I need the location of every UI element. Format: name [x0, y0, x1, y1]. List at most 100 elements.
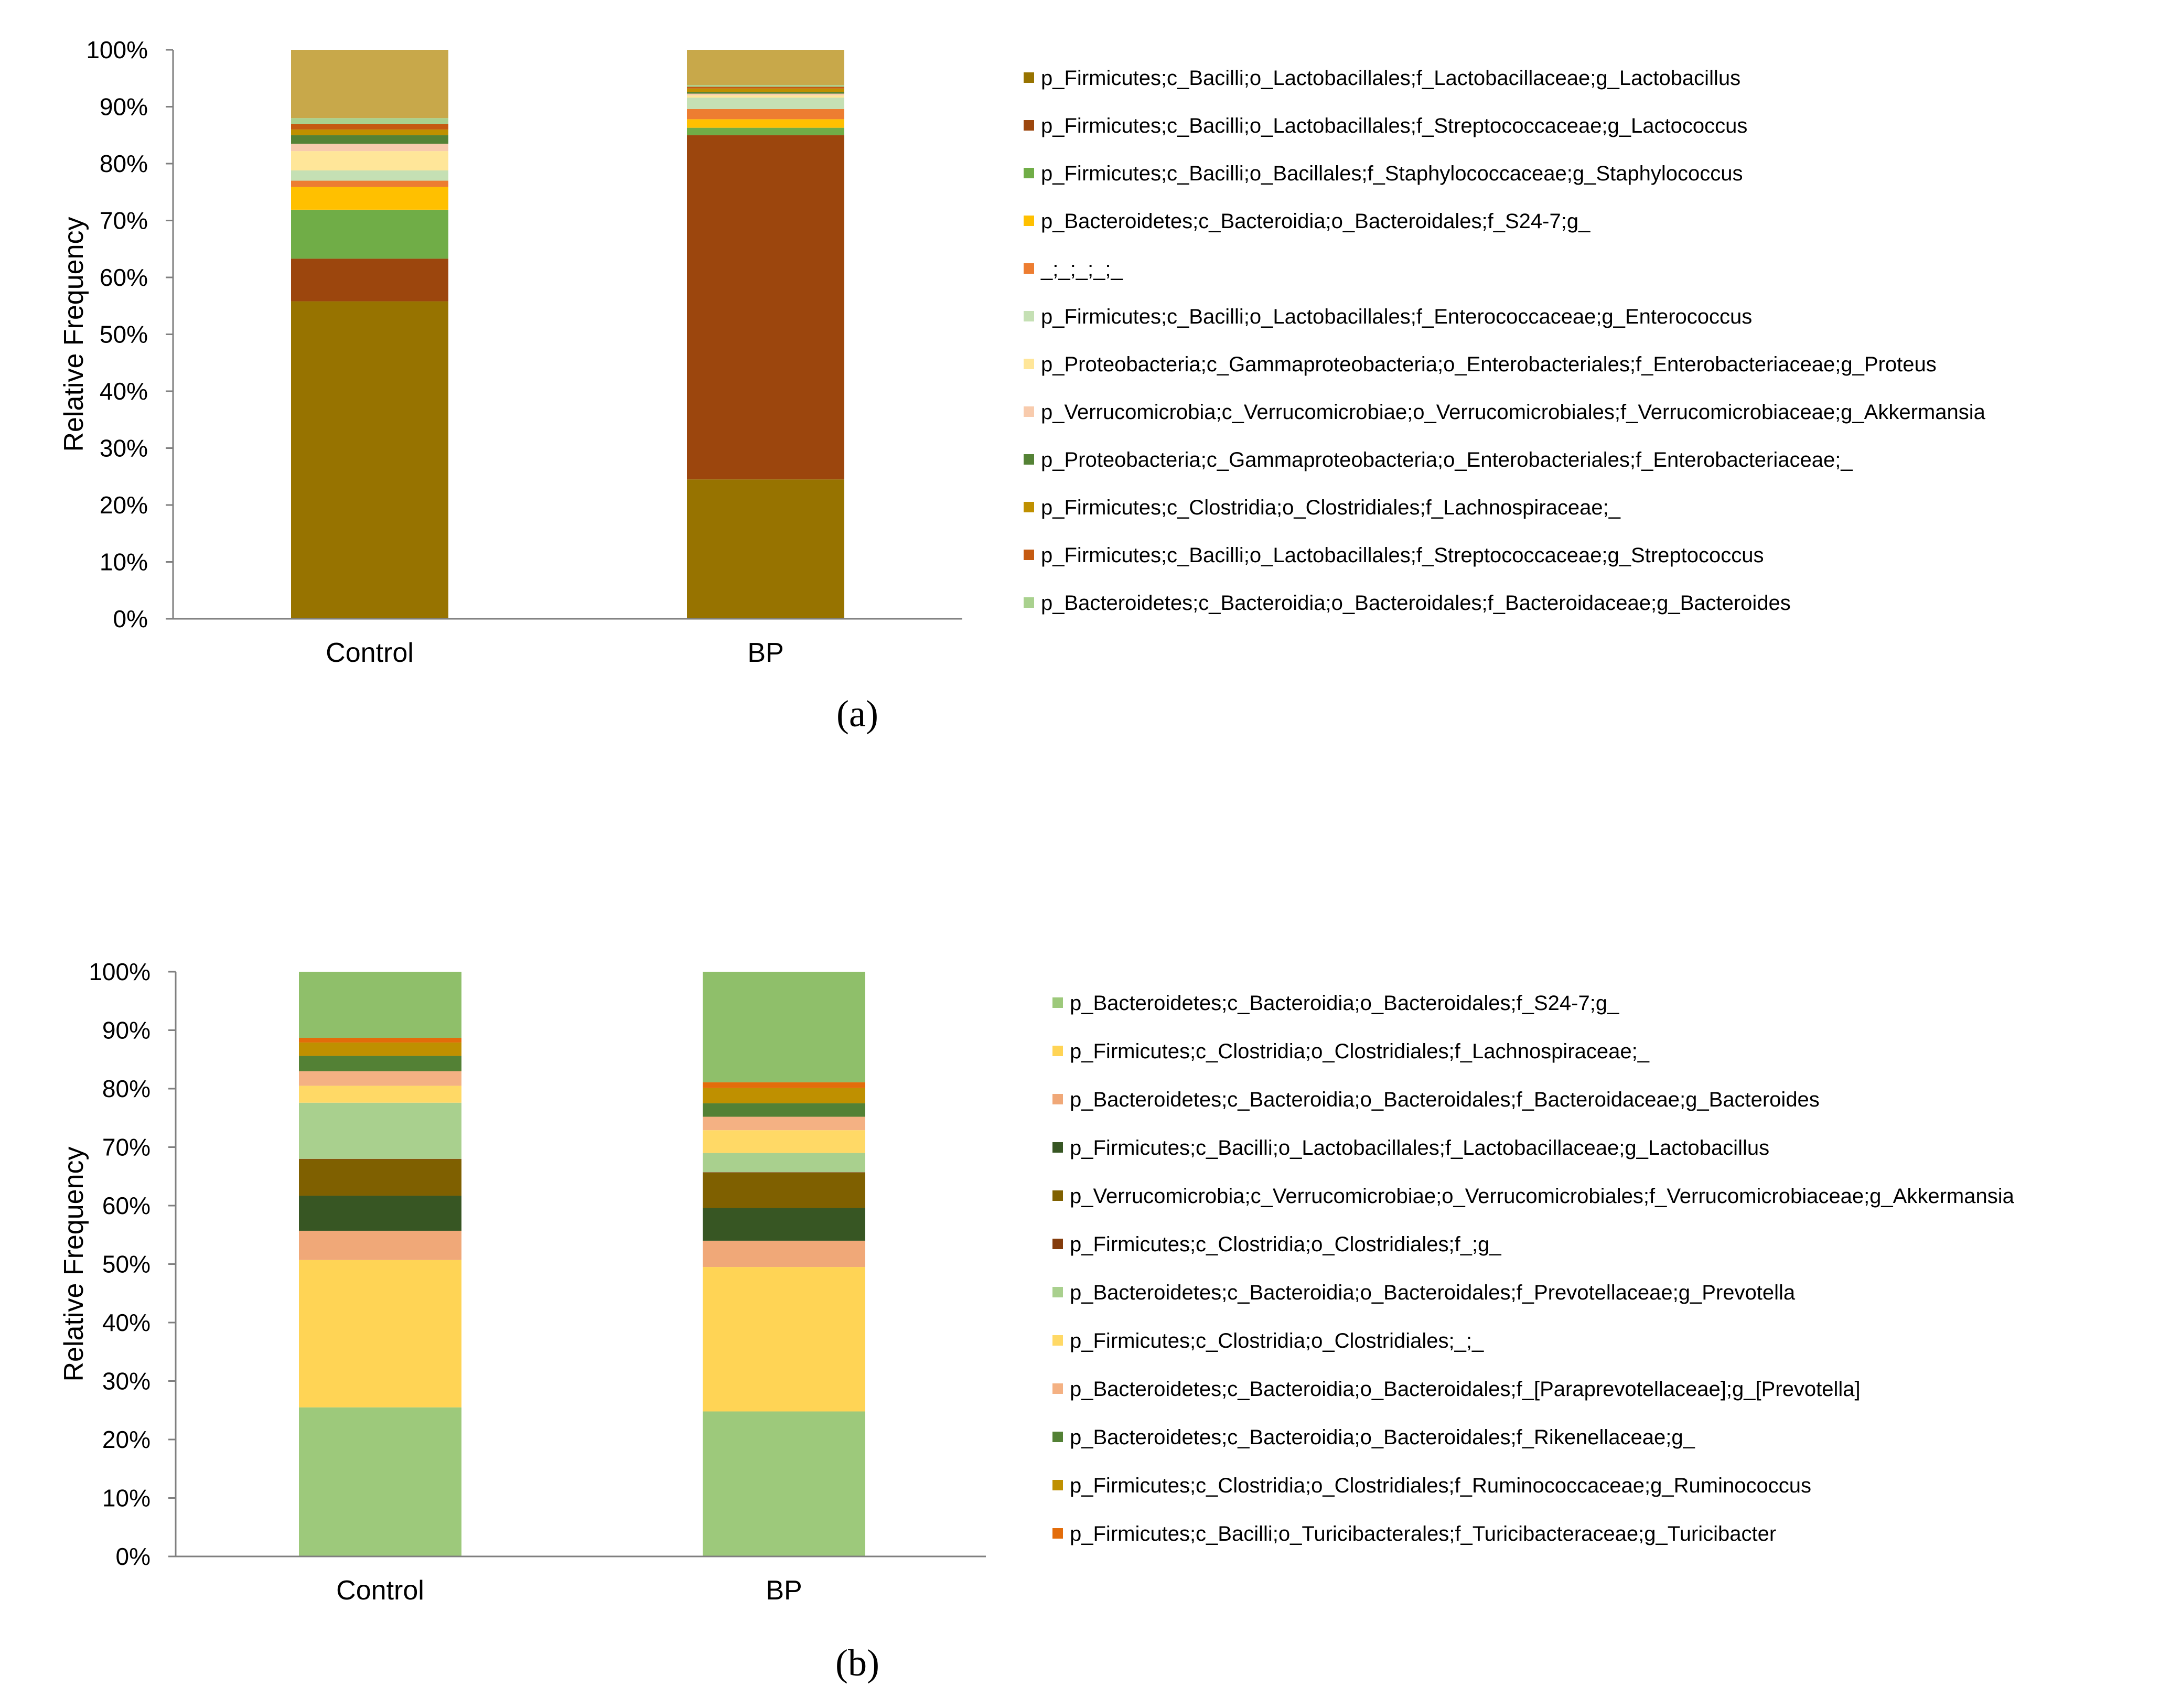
- bar-segment-bp-4: [687, 109, 844, 120]
- bar-segment-bp-1: [687, 135, 844, 480]
- bar-segment-control-0: [299, 1407, 461, 1556]
- y-tick-label: 0%: [113, 605, 148, 632]
- legend-entry-label: p_Verrucomicrobia;c_Verrucomicrobiae;o_V…: [1041, 401, 1986, 424]
- y-axis-title: Relative Frequency: [59, 1147, 89, 1382]
- bar-segment-bp-12: [687, 50, 844, 85]
- y-tick-label: 50%: [102, 1251, 151, 1278]
- y-tick-label: 70%: [100, 207, 148, 234]
- legend-entry-label: p_Verrucomicrobia;c_Verrucomicrobiae;o_V…: [1070, 1185, 2015, 1208]
- bar-segment-bp-10: [703, 1088, 865, 1103]
- bar-segment-control-9: [291, 129, 448, 135]
- y-tick-label: 60%: [102, 1192, 151, 1219]
- bar-segment-control-3: [299, 1196, 461, 1231]
- legend-entry-label: p_Firmicutes;c_Bacilli;o_Lactobacillales…: [1041, 544, 1764, 567]
- legend-swatch: [1024, 263, 1034, 274]
- legend-entry-label: p_Firmicutes;c_Bacilli;o_Bacillales;f_St…: [1041, 162, 1743, 185]
- bar-segment-control-2: [291, 209, 448, 259]
- bar-segment-control-1: [291, 259, 448, 302]
- legend-entry-label: p_Bacteroidetes;c_Bacteroidia;o_Bacteroi…: [1041, 210, 1591, 233]
- bar-segment-bp-9: [703, 1103, 865, 1117]
- bar-segment-control-6: [291, 151, 448, 171]
- legend-entry-label: p_Bacteroidetes;c_Bacteroidia;o_Bacteroi…: [1070, 1088, 1820, 1111]
- legend-swatch: [1024, 454, 1034, 465]
- panel-label: (a): [836, 693, 878, 735]
- bar-segment-bp-5: [703, 1172, 865, 1173]
- legend-entry-label: p_Firmicutes;c_Bacilli;o_Lactobacillales…: [1041, 305, 1752, 328]
- y-tick-label: 20%: [100, 491, 148, 519]
- legend-entry-label: p_Firmicutes;c_Clostridia;o_Clostridiale…: [1070, 1329, 1484, 1352]
- x-category-label: BP: [766, 1575, 802, 1606]
- legend-entry-label: p_Proteobacteria;c_Gammaproteobacteria;o…: [1041, 353, 1937, 376]
- legend-entry-label: p_Firmicutes;c_Clostridia;o_Clostridiale…: [1070, 1474, 1811, 1497]
- y-tick-label: 100%: [86, 36, 148, 63]
- y-tick-label: 60%: [100, 264, 148, 291]
- y-tick-label: 40%: [102, 1309, 151, 1336]
- bar-segment-bp-0: [687, 479, 844, 619]
- bar-segment-control-9: [299, 1056, 461, 1071]
- y-tick-label: 10%: [102, 1485, 151, 1512]
- legend-swatch: [1024, 597, 1034, 608]
- legend-entry-label: p_Firmicutes;c_Clostridia;o_Clostridiale…: [1070, 1233, 1501, 1256]
- bar-segment-bp-5: [687, 98, 844, 109]
- y-tick-label: 100%: [89, 958, 151, 985]
- y-tick-label: 50%: [100, 321, 148, 348]
- bar-segment-bp-12: [703, 972, 865, 1082]
- bar-segment-bp-7: [687, 93, 844, 95]
- y-tick-label: 70%: [102, 1134, 151, 1161]
- x-category-label: BP: [747, 638, 783, 668]
- bar-segment-bp-11: [687, 85, 844, 87]
- legend-entry-label: p_Bacteroidetes;c_Bacteroidia;o_Bacteroi…: [1070, 992, 1619, 1015]
- legend-swatch: [1024, 72, 1034, 83]
- bar-segment-bp-1: [703, 1267, 865, 1412]
- bar-segment-bp-4: [703, 1173, 865, 1208]
- bar-segment-control-11: [291, 118, 448, 124]
- legend-swatch: [1052, 1190, 1063, 1201]
- legend-swatch: [1052, 1383, 1063, 1394]
- legend-entry-label: p_Firmicutes;c_Bacilli;o_Lactobacillales…: [1041, 67, 1740, 90]
- bar-segment-control-1: [299, 1260, 461, 1408]
- y-axis-title: Relative Frequency: [59, 217, 89, 452]
- legend-entry-label: p_Firmicutes;c_Bacilli;o_Lactobacillales…: [1041, 114, 1747, 137]
- bar-segment-bp-7: [703, 1130, 865, 1153]
- bar-segment-control-8: [299, 1071, 461, 1086]
- bar-segment-control-7: [291, 144, 448, 152]
- bar-segment-control-10: [291, 124, 448, 130]
- legend-swatch: [1052, 1287, 1063, 1297]
- bar-segment-bp-0: [703, 1411, 865, 1556]
- bar-segment-bp-10: [687, 87, 844, 89]
- legend-swatch: [1052, 1046, 1063, 1056]
- panel-a: 0% 10% 20% 30% 40% 50% 60% 70% 80% 90% 100% Control…: [59, 36, 1986, 735]
- bar-segment-bp-8: [703, 1116, 865, 1131]
- bar-segment-control-5: [291, 170, 448, 181]
- y-tick-label: 0%: [116, 1543, 151, 1570]
- bar-segment-bp-3: [703, 1208, 865, 1241]
- legend-entry-label: p_Firmicutes;c_Bacilli;o_Lactobacillales…: [1070, 1136, 1769, 1159]
- legend-entry-label: p_Bacteroidetes;c_Bacteroidia;o_Bacteroi…: [1041, 592, 1791, 615]
- y-tick-label: 10%: [100, 549, 148, 576]
- x-category-label: Control: [326, 638, 414, 668]
- bar-segment-bp-9: [687, 88, 844, 92]
- bar-segment-control-4: [299, 1159, 461, 1196]
- legend-entry-label: p_Firmicutes;c_Clostridia;o_Clostridiale…: [1070, 1040, 1650, 1063]
- bar-segment-control-6: [299, 1102, 461, 1159]
- y-tick-label: 20%: [102, 1426, 151, 1453]
- y-tick-label: 90%: [100, 93, 148, 121]
- bar-segment-control-4: [291, 180, 448, 187]
- legend-swatch: [1052, 1480, 1063, 1490]
- bar-segment-bp-3: [687, 119, 844, 128]
- bar-segment-bp-8: [687, 92, 844, 94]
- legend-swatch: [1052, 1239, 1063, 1249]
- panel-label: (b): [835, 1642, 879, 1684]
- legend-swatch: [1052, 1335, 1063, 1346]
- legend-swatch: [1024, 216, 1034, 226]
- bar-segment-bp-6: [703, 1153, 865, 1173]
- bar-segment-control-10: [299, 1042, 461, 1056]
- bar-segment-bp-6: [687, 95, 844, 98]
- legend-swatch: [1052, 1094, 1063, 1104]
- legend-entry-label: p_Bacteroidetes;c_Bacteroidia;o_Bacteroi…: [1070, 1281, 1796, 1304]
- legend-entry-label: p_Proteobacteria;c_Gammaproteobacteria;o…: [1041, 448, 1853, 471]
- panel-b: 0% 10% 20% 30% 40% 50% 60% 70% 80% 90% 100% Control…: [59, 958, 2015, 1684]
- x-category-label: Control: [336, 1575, 424, 1606]
- y-tick-label: 80%: [102, 1075, 151, 1102]
